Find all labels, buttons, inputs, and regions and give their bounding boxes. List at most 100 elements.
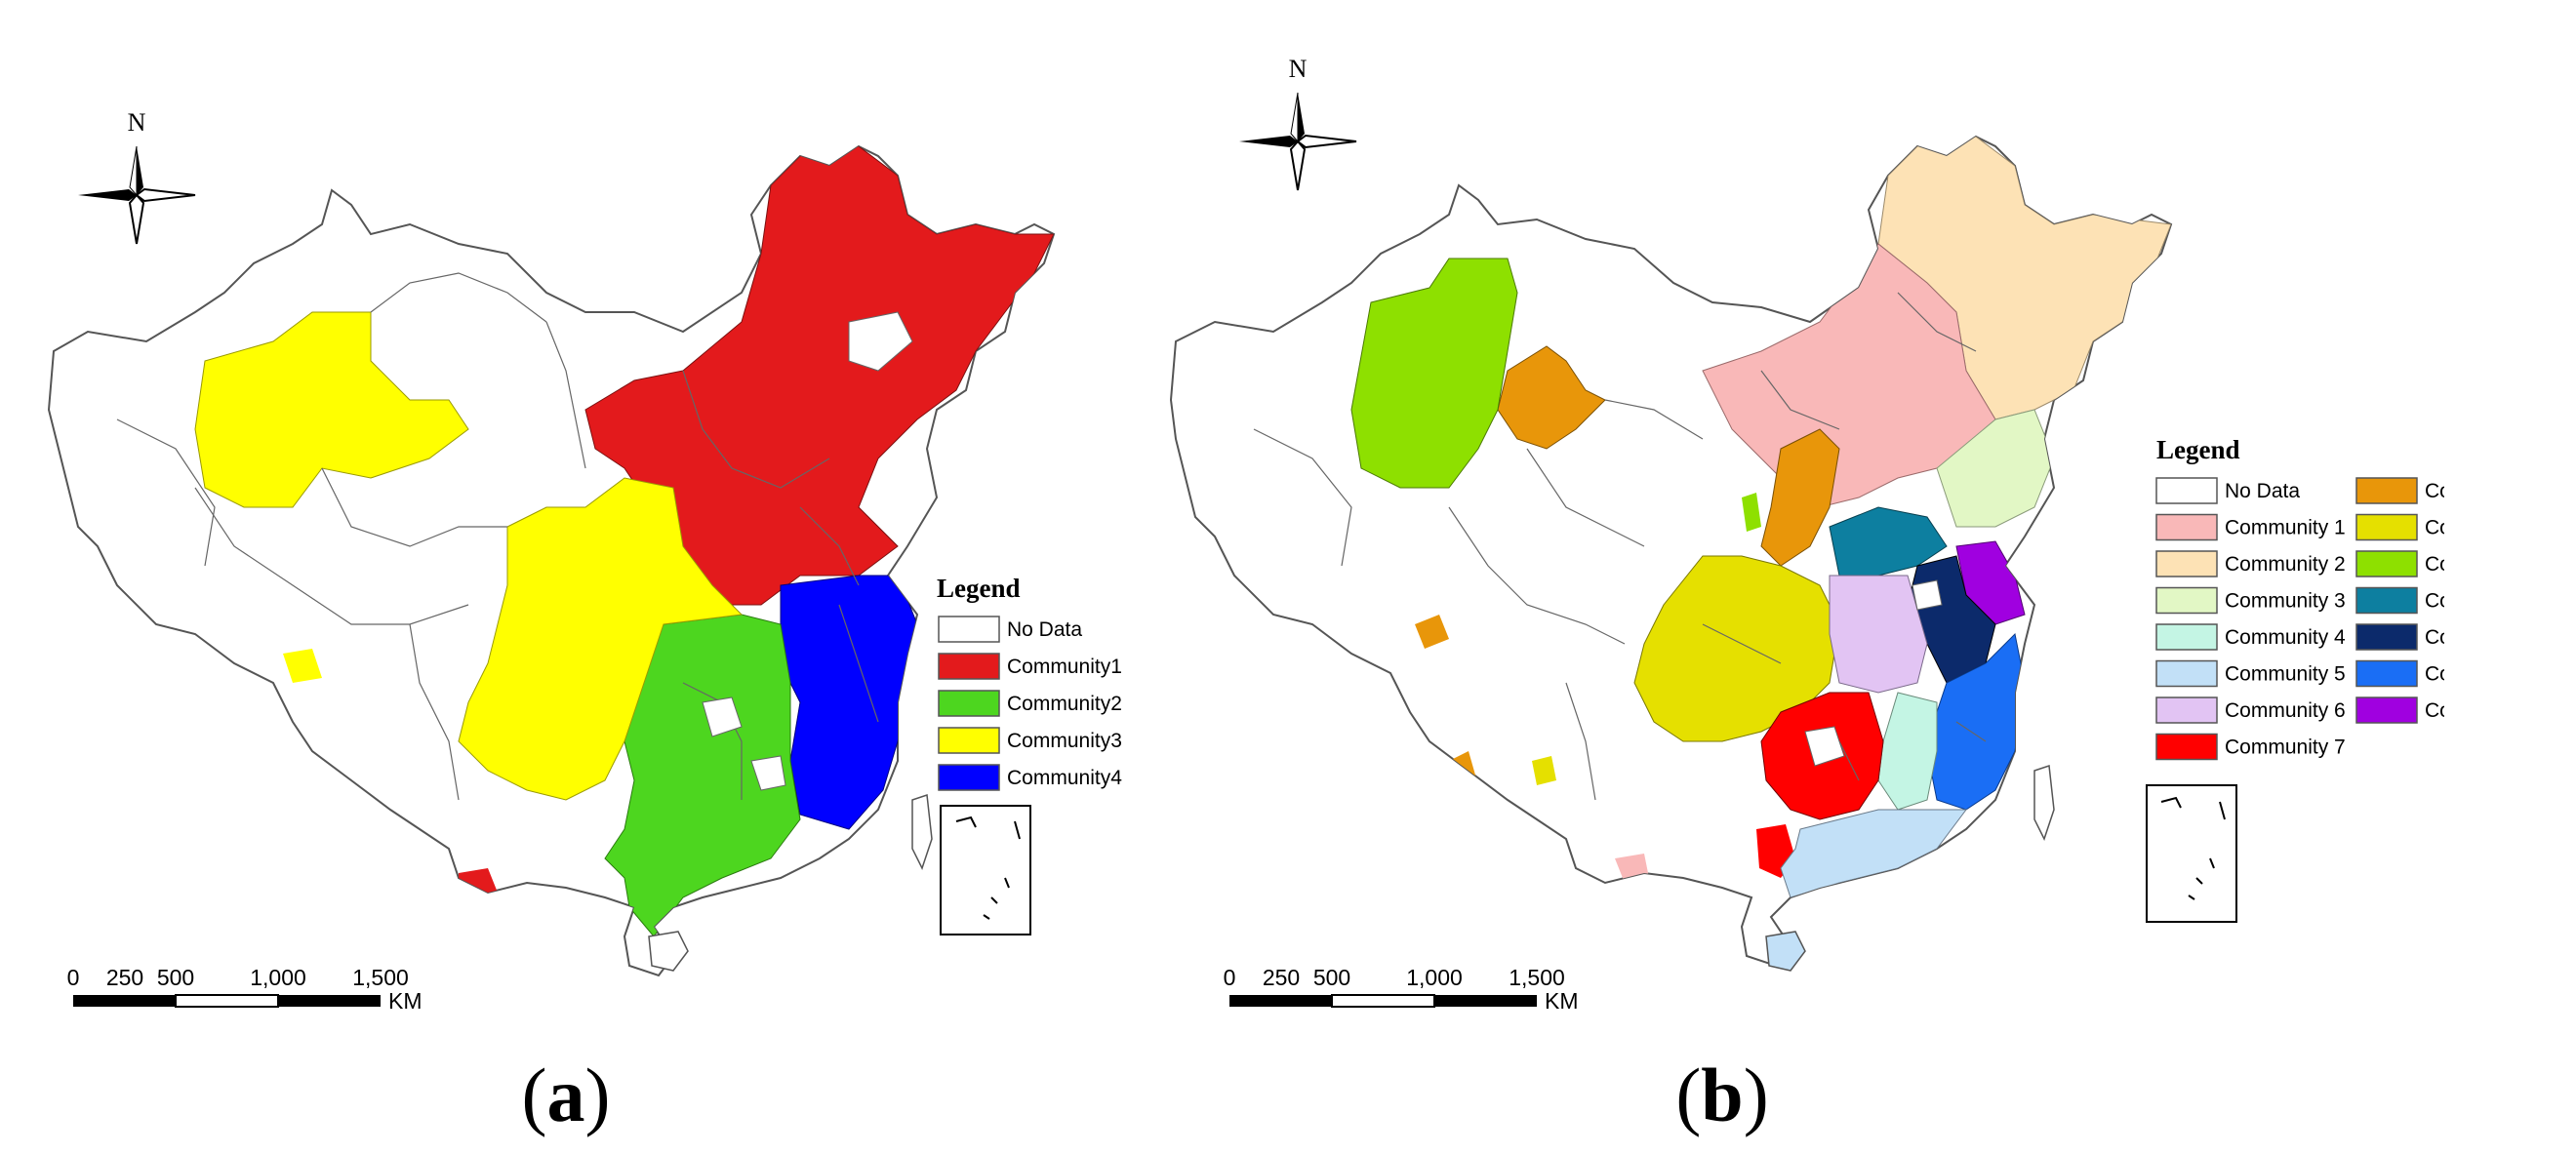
legend-swatch [2155, 623, 2218, 651]
legend-label: Community 9 [2425, 517, 2444, 539]
legend-label: Community4 [1007, 767, 1122, 789]
region-b-community8-sw [1415, 615, 1449, 649]
panel-caption-b: (b) [1675, 1053, 1769, 1137]
legend-label: Community1 [1007, 656, 1122, 678]
scale-tick: 0 [67, 965, 80, 990]
legend-item: No Data [2155, 477, 2300, 504]
region-a-community4 [780, 575, 918, 830]
legend-swatch [2355, 477, 2418, 504]
legend-b: Legend No Data Community 1 Community 2 Comm… [2155, 435, 2444, 761]
legend-swatch [938, 764, 1000, 791]
region-a-community3-s [283, 649, 322, 683]
legend-item: Community 1 [2155, 513, 2346, 541]
region-b-nodata-hole-2 [1804, 726, 1845, 767]
legend-label: Community2 [1007, 693, 1122, 715]
region-b-community10 [1350, 258, 1518, 489]
legend-swatch [938, 727, 1000, 754]
legend-label: Community 10 [2425, 553, 2444, 576]
panel-caption-a: (a) [521, 1053, 611, 1137]
north-arrow-icon: N [1239, 55, 1357, 191]
legend-swatch [2155, 477, 2218, 504]
region-a-community3-w [194, 311, 469, 508]
legend-label: Community 2 [2225, 553, 2346, 576]
legend-item: Community 3 [2155, 586, 2346, 615]
north-label: N [1289, 55, 1308, 83]
north-arrow-icon: N [78, 108, 196, 245]
scale-tick: 1,000 [250, 965, 306, 990]
island-taiwan-a [911, 793, 933, 870]
legend-item: Community 12 [2355, 623, 2444, 651]
scale-tick: 1,500 [352, 965, 409, 990]
legend-item: Community 14 [2355, 696, 2444, 724]
region-a-nodata-hole-1 [848, 311, 913, 372]
legend-item: Community 5 [2155, 659, 2346, 688]
scale-tick: 500 [157, 965, 194, 990]
legend-a: Legend No Data Community1 Community2 Commun… [937, 574, 1122, 791]
legend-swatch [2155, 586, 2218, 615]
legend-label: Community3 [1007, 730, 1122, 752]
legend-title: Legend [937, 574, 1021, 603]
legend-item: Community4 [938, 764, 1122, 791]
legend-swatch [2355, 586, 2418, 615]
legend-label: No Data [2225, 480, 2300, 502]
legend-item: Community 8 [2355, 477, 2444, 504]
legend-label: Community 8 [2425, 480, 2444, 502]
legend-label: Community 12 [2425, 626, 2444, 649]
legend-label: Community 7 [2225, 736, 2346, 759]
scale-tick: 250 [106, 965, 143, 990]
legend-label: Community 5 [2225, 663, 2346, 686]
scale-tick: 1,000 [1406, 965, 1463, 990]
caption-letter: a [546, 1053, 585, 1137]
legend-swatch [2355, 513, 2418, 541]
north-label: N [128, 108, 146, 137]
scale-unit: KM [388, 988, 423, 1014]
region-b-community8 [1760, 428, 1840, 567]
legend-item: Community 11 [2355, 586, 2444, 615]
admin-boundaries-b [1253, 292, 1987, 801]
legend-item: Community 9 [2355, 513, 2444, 541]
map-panel-a: N Legend No Data Community1 Community2 Comm… [48, 108, 1122, 1137]
region-a-community3 [458, 477, 744, 801]
region-b-community8-w [1497, 345, 1606, 450]
legend-swatch [2355, 550, 2418, 577]
inset-south-china-sea-a [940, 805, 1031, 935]
legend-label: No Data [1007, 618, 1082, 641]
scale-tick: 1,500 [1509, 965, 1565, 990]
legend-item: No Data [938, 616, 1082, 643]
map-panel-b: N Legend No Data Community 1 Community 2 Co… [1156, 0, 2444, 1154]
admin-boundaries-a [116, 272, 879, 801]
legend-swatch [2355, 696, 2418, 724]
region-b-community6 [1829, 575, 1928, 694]
legend-label: Community 13 [2425, 663, 2444, 686]
legend-swatch [2155, 513, 2218, 541]
legend-swatch [938, 653, 1000, 680]
region-b-community3 [1936, 409, 2055, 528]
scale-tick: 0 [1224, 965, 1236, 990]
legend-label: Community 1 [2225, 517, 2346, 539]
legend-label: Community 4 [2225, 626, 2346, 649]
legend-label: Community 11 [2425, 590, 2444, 613]
legend-title: Legend [2156, 435, 2240, 464]
legend-item: Community 13 [2355, 659, 2444, 688]
island-hainan-b [1765, 931, 1806, 972]
region-b-nodata-hole-1 [1912, 579, 1943, 611]
legend-item: Community3 [938, 727, 1122, 754]
legend-item: Community 4 [2155, 623, 2346, 651]
legend-swatch [2155, 696, 2218, 724]
caption-letter: b [1701, 1053, 1744, 1137]
legend-swatch [2155, 733, 2218, 761]
island-taiwan-b [2033, 764, 2055, 841]
legend-item: Community1 [938, 653, 1122, 680]
legend-swatch [938, 690, 1000, 717]
scale-bar-a: 0 250 500 1,000 1,500 KM [67, 965, 423, 1014]
legend-swatch [2155, 659, 2218, 688]
map-b-canvas: N Legend No Data Community 1 Community 2 Co… [1170, 55, 2444, 1014]
region-b-community5 [1780, 809, 1967, 898]
legend-item: Community2 [938, 690, 1122, 717]
map-a-canvas: N Legend No Data Community1 Community2 Comm… [48, 108, 1122, 1014]
region-b-community9-s [1532, 756, 1556, 785]
island-hainan-a [648, 931, 689, 972]
scale-unit: KM [1545, 988, 1579, 1014]
region-b-community9 [1633, 555, 1840, 742]
inset-south-china-sea-b [2146, 784, 2237, 923]
